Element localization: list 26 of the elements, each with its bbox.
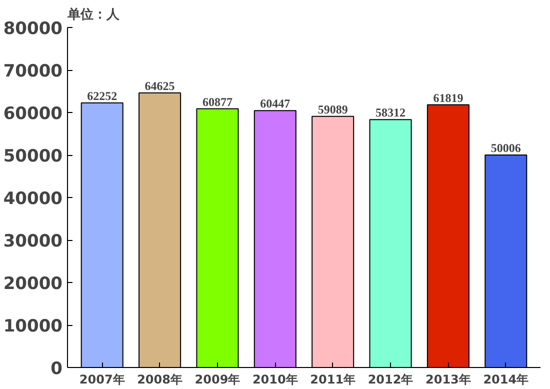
x-tick-label: 2008年	[137, 372, 182, 386]
y-tick-label: 10000	[3, 316, 63, 336]
y-axis-title: 单位：人	[66, 6, 120, 22]
y-tick-label: 70000	[3, 62, 63, 82]
data-label: 50006	[490, 140, 521, 155]
y-tick-label: 40000	[3, 189, 63, 209]
data-label: 64625	[144, 78, 175, 93]
data-label: 62252	[87, 88, 118, 103]
y-tick-label: 60000	[3, 104, 63, 124]
y-tick-label: 0	[50, 359, 63, 379]
x-tick-label: 2009年	[194, 372, 240, 386]
y-tick-label: 20000	[3, 274, 63, 294]
data-label: 58312	[376, 106, 406, 120]
data-label: 59089	[318, 102, 348, 116]
data-label: 61819	[433, 90, 464, 105]
x-tick-label: 2013年	[426, 372, 471, 386]
x-tick-label: 2011年	[310, 372, 356, 386]
data-label: 60447	[260, 96, 290, 111]
x-tick-label: 2014年	[483, 372, 529, 386]
x-tick-label: 2007年	[79, 372, 125, 386]
x-tick-label: 2010年	[252, 372, 298, 386]
x-tick-label: 2012年	[368, 372, 414, 386]
y-tick-label: 80000	[3, 19, 63, 39]
y-tick-label: 30000	[3, 232, 63, 252]
y-tick-label: 50000	[3, 146, 63, 166]
data-label: 60877	[202, 94, 232, 109]
